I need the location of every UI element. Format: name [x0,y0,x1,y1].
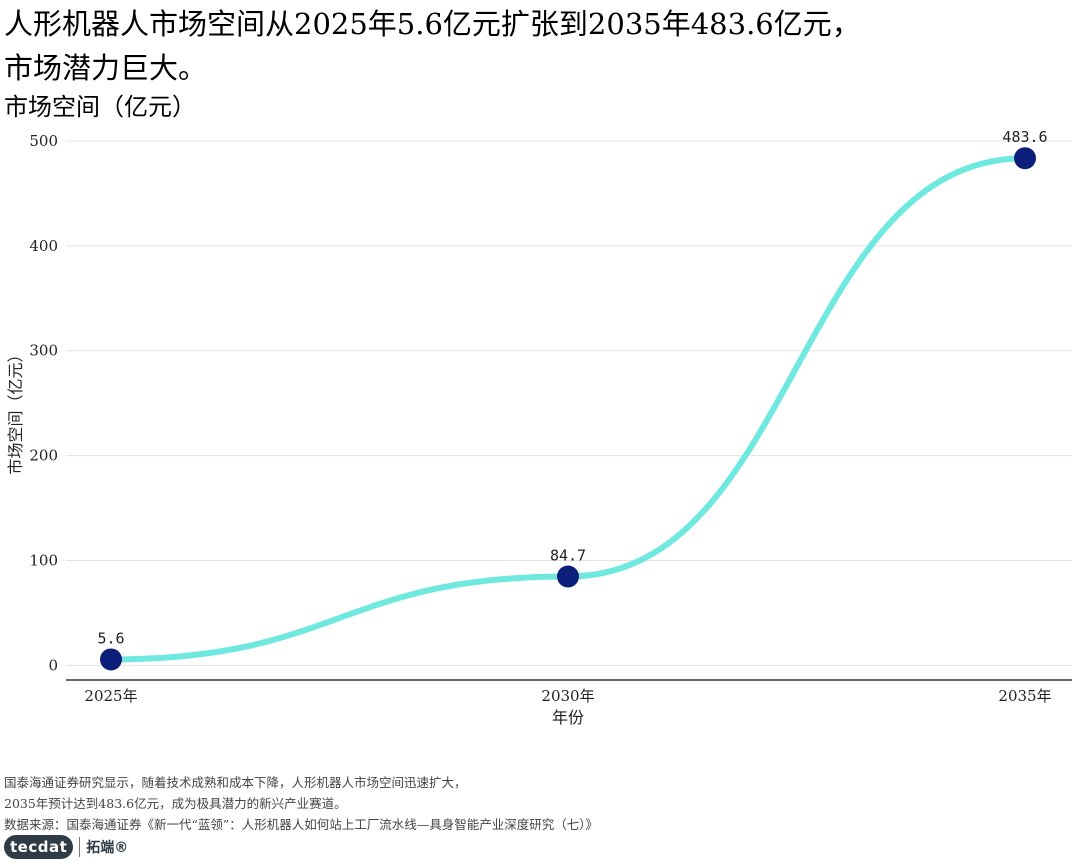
x-tick-label: 2035年 [998,687,1051,705]
y-tick-label: 100 [29,551,58,569]
footer-source: 数据来源：国泰海通证券《新一代“蓝领”：人形机器人如何站上工厂流水线—具身智能产… [4,817,599,832]
y-tick-label: 400 [29,237,58,255]
footer-line-2: 2035年预计达到483.6亿元，成为极具潜力的新兴产业赛道。 [4,796,347,811]
x-axis-ticks: 2025年 2030年 2035年 [84,687,1051,705]
data-points [100,147,1036,671]
y-axis-title: 市场空间（亿元） [6,346,25,474]
x-tick-label: 2030年 [541,687,594,705]
y-axis-ticks: 0 100 200 300 400 500 [29,132,58,674]
brand-name: 拓端® [86,840,129,856]
x-tick-label: 2025年 [84,687,137,705]
y-tick-label: 300 [29,342,58,360]
y-tick-label: 0 [48,656,58,674]
gridlines [66,140,1072,666]
footer-notes: 国泰海通证券研究显示，随着技术成熟和成本下降，人形机器人市场空间迅速扩大， 20… [4,772,598,835]
data-point [100,648,122,671]
series-line [108,155,1028,663]
data-label: 483.6 [1002,128,1047,146]
logo-divider [79,837,81,857]
chart-title-line-1: 人形机器人市场空间从2025年5.6亿元扩张到2035年483.6亿元， [4,7,861,41]
tecdat-logo-mark: tecdat [4,835,74,859]
brand-logo: tecdat 拓端® [4,834,128,860]
chart-title-line-2: 市场潜力巨大。 [4,51,208,85]
footer-line-1: 国泰海通证券研究显示，随着技术成熟和成本下降，人形机器人市场空间迅速扩大， [4,775,467,790]
chart-title: 人形机器人市场空间从2025年5.6亿元扩张到2035年483.6亿元， 市场潜… [4,2,1074,90]
chart-subtitle: 市场空间（亿元） [4,93,196,121]
data-point [557,565,579,588]
data-point [1014,147,1036,170]
data-label: 5.6 [97,629,124,647]
data-labels: 5.6 84.7 483.6 [97,128,1047,647]
y-tick-label: 200 [29,447,58,465]
x-axis-title: 年份 [552,708,584,727]
y-tick-label: 500 [29,132,58,150]
data-label: 84.7 [550,546,586,564]
